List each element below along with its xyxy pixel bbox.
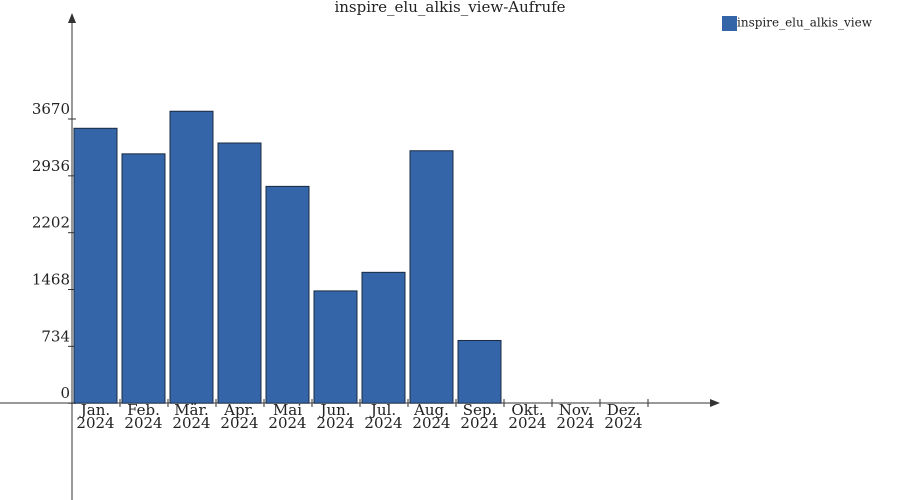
x-tick-label: Apr. [223, 401, 255, 419]
x-tick-label: 2024 [316, 414, 354, 432]
x-tick-label: Nov. [559, 401, 593, 419]
x-tick-label: Okt. [511, 401, 543, 419]
y-tick-label: 2202 [32, 214, 70, 232]
x-axis-arrow [710, 399, 720, 407]
y-tick-label: 0 [60, 384, 70, 402]
x-tick-label: 2024 [604, 414, 642, 432]
y-tick-label: 3670 [32, 100, 70, 118]
chart-title: inspire_elu_alkis_view-Aufrufe [334, 0, 565, 16]
bar [217, 142, 262, 404]
x-tick-label: 2024 [508, 414, 546, 432]
x-tick-label: 2024 [556, 414, 594, 432]
x-tick-label: 2024 [412, 414, 450, 432]
y-tick-label: 734 [41, 327, 70, 345]
x-tick-label: 2024 [268, 414, 306, 432]
x-tick-label: Dez. [607, 401, 641, 419]
y-tick-label: 2936 [32, 157, 70, 175]
x-tick-label: Mär. [174, 401, 209, 419]
legend-label: inspire_elu_alkis_view [737, 16, 873, 30]
bar [361, 271, 406, 404]
bar [265, 185, 310, 404]
x-tick-label: 2024 [124, 414, 162, 432]
x-tick-label: Mai [273, 401, 302, 419]
x-tick-label: Sep. [463, 401, 497, 419]
y-axis-arrow [68, 13, 76, 23]
x-tick-label: 2024 [172, 414, 210, 432]
x-tick-label: Jan. [79, 401, 110, 419]
bar [409, 150, 454, 404]
bar [313, 290, 358, 404]
x-tick-label: Jun. [318, 401, 350, 419]
x-tick-label: Aug. [413, 401, 449, 419]
legend-swatch [722, 16, 737, 31]
x-tick-label: 2024 [76, 414, 114, 432]
x-tick-label: Jul. [369, 401, 396, 419]
bar [457, 339, 502, 404]
bar [121, 153, 166, 404]
bar [169, 110, 214, 404]
y-tick-label: 1468 [32, 271, 70, 289]
bar [73, 127, 118, 404]
x-tick-label: 2024 [364, 414, 402, 432]
x-tick-label: Feb. [127, 401, 160, 419]
x-tick-label: 2024 [460, 414, 498, 432]
x-tick-label: 2024 [220, 414, 258, 432]
